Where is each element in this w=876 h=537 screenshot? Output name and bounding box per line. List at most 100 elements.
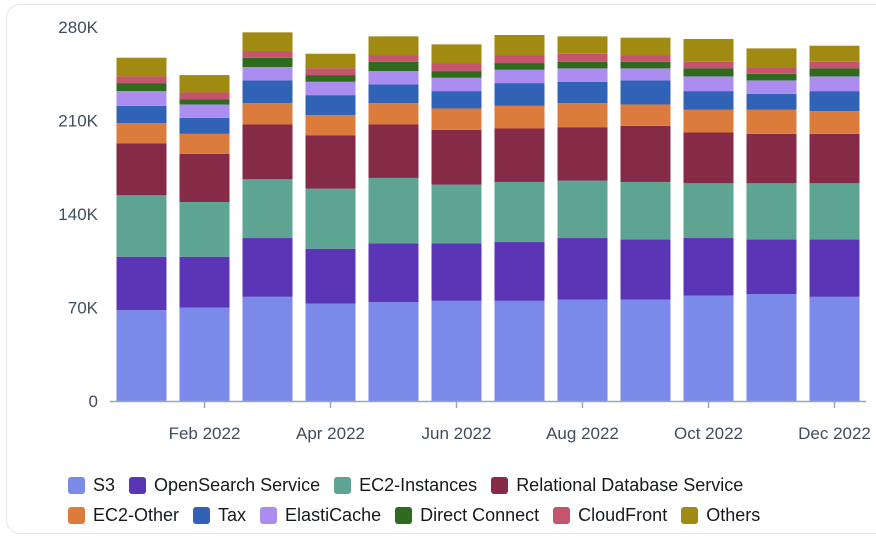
bar-segment[interactable] bbox=[809, 61, 860, 69]
bar-segment[interactable] bbox=[620, 37, 671, 56]
bar-segment[interactable] bbox=[305, 95, 356, 116]
bar-segment[interactable] bbox=[494, 63, 545, 70]
bar-segment[interactable] bbox=[809, 68, 860, 77]
bar-segment[interactable] bbox=[557, 127, 608, 181]
bar-segment[interactable] bbox=[431, 243, 482, 301]
bar-segment[interactable] bbox=[557, 61, 608, 69]
bar-segment[interactable] bbox=[305, 248, 356, 304]
bar-segment[interactable] bbox=[368, 71, 419, 85]
bar-segment[interactable] bbox=[809, 91, 860, 112]
bar-segment[interactable] bbox=[494, 83, 545, 106]
bar-segment[interactable] bbox=[620, 55, 671, 62]
bar-segment[interactable] bbox=[179, 104, 230, 118]
legend-item[interactable]: CloudFront bbox=[553, 505, 667, 526]
bar-segment[interactable] bbox=[494, 105, 545, 129]
bar-stack[interactable] bbox=[494, 35, 545, 401]
bar-segment[interactable] bbox=[179, 307, 230, 402]
bar-segment[interactable] bbox=[368, 177, 419, 244]
legend-item[interactable]: ElastiCache bbox=[260, 505, 381, 526]
bar-segment[interactable] bbox=[242, 179, 293, 239]
bar-segment[interactable] bbox=[179, 153, 230, 202]
bar-segment[interactable] bbox=[431, 63, 482, 72]
bar-segment[interactable] bbox=[116, 310, 167, 401]
bar-segment[interactable] bbox=[368, 103, 419, 125]
bar-segment[interactable] bbox=[683, 61, 734, 69]
bar-segment[interactable] bbox=[242, 103, 293, 125]
bar-stack[interactable] bbox=[809, 45, 860, 401]
bar-segment[interactable] bbox=[116, 91, 167, 106]
bar-segment[interactable] bbox=[368, 55, 419, 62]
bar-segment[interactable] bbox=[746, 183, 797, 240]
bar-segment[interactable] bbox=[683, 132, 734, 184]
legend-item[interactable]: S3 bbox=[68, 475, 115, 496]
bar-segment[interactable] bbox=[116, 143, 167, 196]
bar-stack[interactable] bbox=[242, 32, 293, 401]
bar-segment[interactable] bbox=[242, 124, 293, 180]
bar-segment[interactable] bbox=[368, 124, 419, 178]
bar-stack[interactable] bbox=[683, 39, 734, 401]
bar-stack[interactable] bbox=[746, 48, 797, 401]
bar-segment[interactable] bbox=[179, 256, 230, 308]
legend-item[interactable]: Relational Database Service bbox=[491, 475, 743, 496]
bar-segment[interactable] bbox=[431, 184, 482, 244]
bar-segment[interactable] bbox=[305, 68, 356, 76]
bar-segment[interactable] bbox=[557, 81, 608, 104]
bar-segment[interactable] bbox=[809, 183, 860, 240]
bar-segment[interactable] bbox=[809, 239, 860, 297]
bar-segment[interactable] bbox=[683, 68, 734, 77]
legend-item[interactable]: Others bbox=[681, 505, 760, 526]
bar-segment[interactable] bbox=[746, 133, 797, 184]
bar-segment[interactable] bbox=[809, 133, 860, 184]
bar-segment[interactable] bbox=[368, 302, 419, 401]
bar-segment[interactable] bbox=[242, 238, 293, 297]
bar-segment[interactable] bbox=[494, 55, 545, 64]
bar-segment[interactable] bbox=[368, 84, 419, 104]
bar-segment[interactable] bbox=[116, 83, 167, 92]
bar-segment[interactable] bbox=[431, 300, 482, 401]
bar-stack[interactable] bbox=[305, 53, 356, 401]
bar-segment[interactable] bbox=[179, 99, 230, 105]
bar-segment[interactable] bbox=[683, 76, 734, 92]
bar-segment[interactable] bbox=[242, 51, 293, 58]
bar-segment[interactable] bbox=[305, 303, 356, 401]
bar-segment[interactable] bbox=[116, 195, 167, 257]
bar-segment[interactable] bbox=[179, 75, 230, 93]
bar-segment[interactable] bbox=[746, 294, 797, 401]
bar-segment[interactable] bbox=[242, 296, 293, 401]
bar-segment[interactable] bbox=[368, 61, 419, 72]
bar-segment[interactable] bbox=[305, 81, 356, 96]
bar-segment[interactable] bbox=[746, 48, 797, 68]
bar-segment[interactable] bbox=[683, 295, 734, 401]
bar-segment[interactable] bbox=[746, 109, 797, 134]
bar-segment[interactable] bbox=[179, 117, 230, 134]
bar-segment[interactable] bbox=[431, 71, 482, 78]
bar-segment[interactable] bbox=[368, 36, 419, 56]
bar-segment[interactable] bbox=[494, 242, 545, 301]
bar-segment[interactable] bbox=[683, 238, 734, 296]
bar-segment[interactable] bbox=[683, 91, 734, 110]
bar-segment[interactable] bbox=[494, 300, 545, 401]
bar-segment[interactable] bbox=[620, 80, 671, 105]
bar-segment[interactable] bbox=[620, 125, 671, 182]
bar-segment[interactable] bbox=[557, 180, 608, 239]
bar-segment[interactable] bbox=[305, 188, 356, 249]
bar-segment[interactable] bbox=[683, 109, 734, 133]
bar-segment[interactable] bbox=[620, 61, 671, 69]
bar-segment[interactable] bbox=[179, 201, 230, 257]
bar-segment[interactable] bbox=[557, 53, 608, 62]
bar-segment[interactable] bbox=[620, 68, 671, 81]
bar-stack[interactable] bbox=[557, 36, 608, 401]
bar-segment[interactable] bbox=[431, 44, 482, 64]
bar-segment[interactable] bbox=[116, 123, 167, 144]
bar-segment[interactable] bbox=[746, 73, 797, 81]
legend-item[interactable]: EC2-Other bbox=[68, 505, 179, 526]
bar-segment[interactable] bbox=[557, 103, 608, 128]
bar-segment[interactable] bbox=[683, 39, 734, 62]
bar-segment[interactable] bbox=[746, 67, 797, 74]
bar-stack[interactable] bbox=[368, 36, 419, 401]
bar-segment[interactable] bbox=[683, 183, 734, 239]
legend-item[interactable]: OpenSearch Service bbox=[129, 475, 320, 496]
bar-segment[interactable] bbox=[305, 135, 356, 189]
bar-segment[interactable] bbox=[179, 133, 230, 154]
bar-segment[interactable] bbox=[557, 68, 608, 82]
